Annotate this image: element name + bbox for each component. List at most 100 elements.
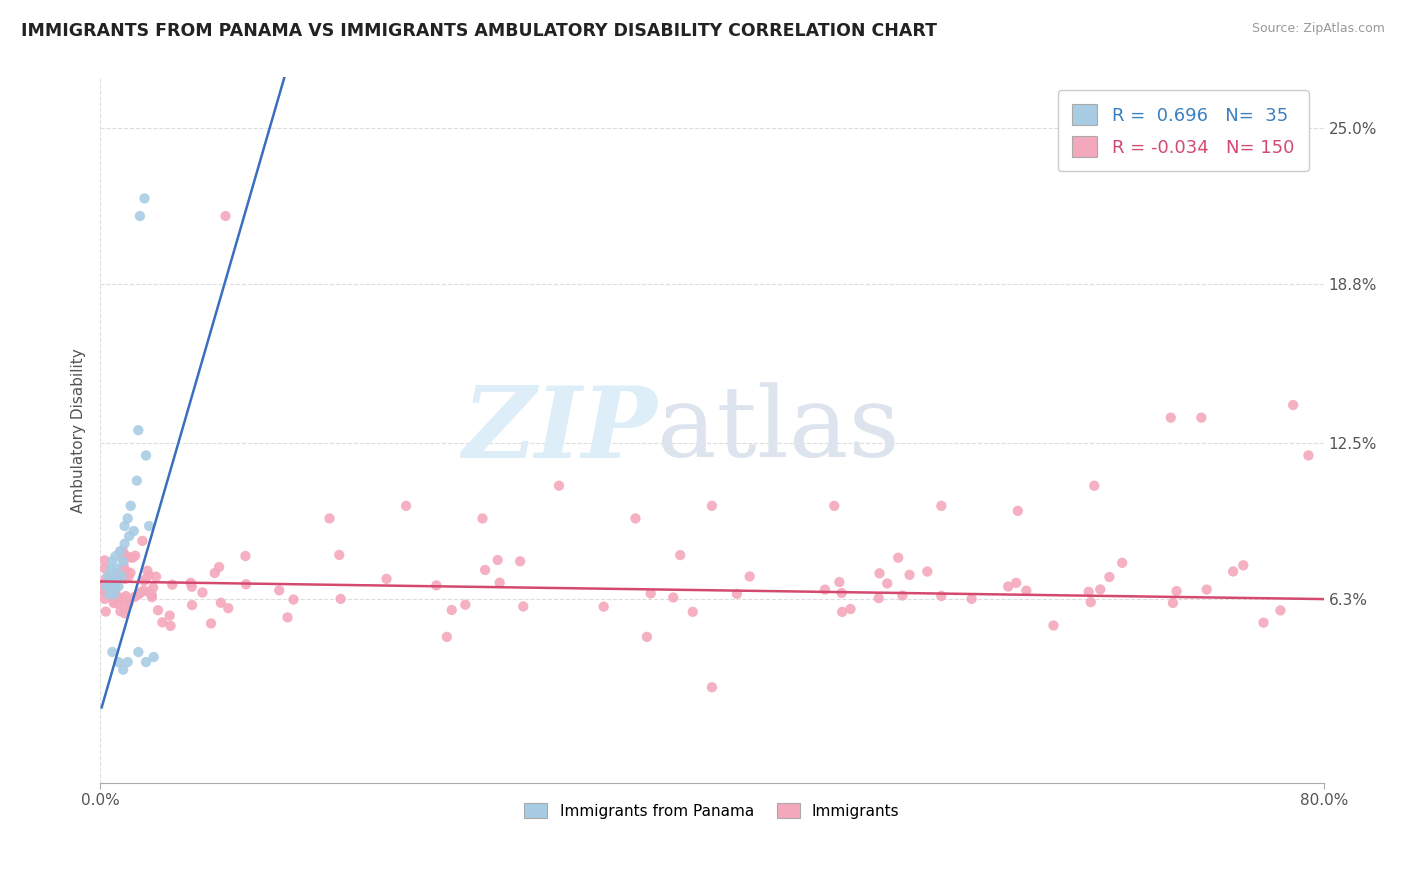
Point	[592, 599, 614, 614]
Point	[112, 554, 135, 568]
Point	[104, 585, 127, 599]
Point	[117, 655, 139, 669]
Point	[1195, 582, 1218, 597]
Point	[135, 655, 157, 669]
Point	[132, 574, 155, 588]
Point	[1098, 570, 1121, 584]
Point	[181, 598, 204, 612]
Text: Source: ZipAtlas.com: Source: ZipAtlas.com	[1251, 22, 1385, 36]
Point	[180, 580, 202, 594]
Point	[1222, 565, 1244, 579]
Point	[180, 575, 202, 590]
Point	[828, 575, 851, 590]
Point	[105, 590, 128, 604]
Point	[103, 594, 125, 608]
Point	[831, 586, 853, 600]
Point	[93, 591, 115, 606]
Point	[112, 558, 135, 573]
Point	[135, 449, 157, 463]
Point	[636, 630, 658, 644]
Point	[110, 604, 132, 618]
Point	[375, 572, 398, 586]
Point	[876, 576, 898, 591]
Point	[128, 209, 150, 223]
Point	[103, 587, 125, 601]
Point	[104, 579, 127, 593]
Point	[960, 591, 983, 606]
Point	[94, 605, 117, 619]
Point	[98, 568, 121, 582]
Point	[1007, 504, 1029, 518]
Point	[1015, 583, 1038, 598]
Point	[1253, 615, 1275, 630]
Point	[112, 562, 135, 576]
Point	[93, 581, 115, 595]
Point	[931, 499, 953, 513]
Point	[509, 554, 531, 568]
Point	[917, 565, 939, 579]
Point	[700, 499, 723, 513]
Point	[682, 605, 704, 619]
Point	[146, 603, 169, 617]
Point	[235, 549, 257, 563]
Point	[98, 587, 121, 601]
Point	[118, 529, 141, 543]
Point	[115, 549, 138, 564]
Point	[997, 580, 1019, 594]
Point	[1270, 603, 1292, 617]
Point	[318, 511, 340, 525]
Point	[104, 549, 127, 564]
Point	[120, 566, 142, 580]
Point	[118, 550, 141, 565]
Point	[1083, 478, 1105, 492]
Point	[101, 574, 124, 589]
Point	[512, 599, 534, 614]
Point	[395, 499, 418, 513]
Point	[471, 511, 494, 525]
Point	[103, 569, 125, 583]
Point	[117, 597, 139, 611]
Point	[814, 582, 837, 597]
Point	[115, 589, 138, 603]
Point	[1160, 410, 1182, 425]
Point	[269, 583, 291, 598]
Point	[107, 574, 129, 588]
Point	[329, 591, 352, 606]
Point	[1090, 582, 1112, 597]
Point	[131, 533, 153, 548]
Point	[114, 519, 136, 533]
Point	[124, 590, 146, 604]
Point	[103, 587, 125, 601]
Point	[112, 591, 135, 606]
Point	[93, 561, 115, 575]
Point	[112, 663, 135, 677]
Point	[101, 573, 124, 587]
Point	[474, 563, 496, 577]
Point	[700, 680, 723, 694]
Point	[891, 589, 914, 603]
Point	[1042, 618, 1064, 632]
Point	[1166, 584, 1188, 599]
Point	[93, 583, 115, 598]
Point	[145, 569, 167, 583]
Point	[141, 588, 163, 602]
Point	[98, 583, 121, 598]
Point	[1189, 410, 1212, 425]
Point	[115, 565, 138, 579]
Point	[138, 519, 160, 533]
Point	[159, 608, 181, 623]
Point	[107, 597, 129, 611]
Point	[117, 593, 139, 607]
Point	[128, 587, 150, 601]
Point	[204, 566, 226, 580]
Point	[436, 630, 458, 644]
Point	[110, 566, 132, 581]
Point	[929, 589, 952, 603]
Point	[93, 553, 115, 567]
Point	[105, 562, 128, 576]
Point	[127, 423, 149, 437]
Point	[97, 569, 120, 583]
Point	[134, 191, 156, 205]
Point	[114, 607, 136, 621]
Point	[93, 585, 115, 599]
